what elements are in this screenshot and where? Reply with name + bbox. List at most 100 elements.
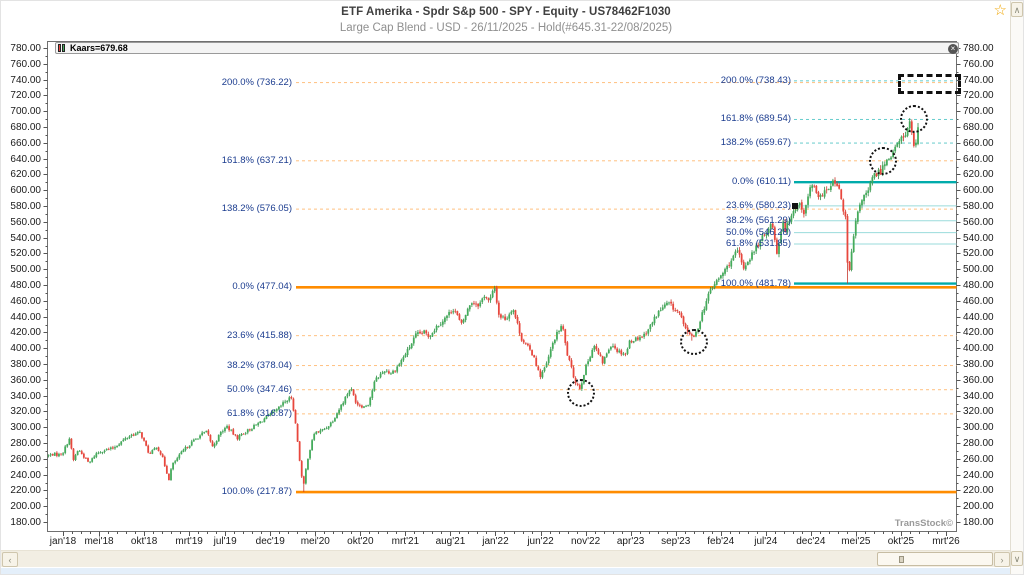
y-axis-label-left: 600.00	[10, 185, 41, 197]
y-axis-label-right: 260.00	[963, 453, 994, 465]
x-axis-label: aug'21	[435, 536, 466, 547]
x-axis-label: apr'23	[616, 536, 645, 547]
x-axis-label: mei'20	[300, 536, 330, 547]
fib-drag-handle[interactable]	[792, 202, 798, 209]
y-axis-label-right: 600.00	[963, 185, 994, 197]
annotation-dashed-rectangle	[898, 74, 961, 95]
y-axis-label-right: 760.00	[963, 58, 994, 70]
y-axis-label-left: 300.00	[10, 422, 41, 434]
fib-level-label: 23.6% (415.88)	[227, 329, 292, 341]
y-axis-label-right: 380.00	[963, 359, 994, 370]
y-axis-label-right: 220.00	[963, 485, 994, 497]
y-axis-label-left: 660.00	[10, 137, 41, 149]
x-axis-label: jun'22	[527, 536, 554, 547]
y-axis-label-left: 320.00	[10, 406, 41, 418]
y-axis-label-left: 620.00	[10, 169, 41, 181]
y-axis-label-right: 460.00	[963, 295, 994, 307]
fib-level-label: 138.2% (659.67)	[720, 137, 791, 149]
x-axis-label: okt'25	[887, 536, 915, 547]
y-axis-label-left: 440.00	[10, 311, 41, 323]
y-axis-label-right: 580.00	[963, 201, 994, 212]
indicator-legend-strip: Kaars=679.68	[55, 42, 959, 54]
y-axis-label-left: 720.00	[10, 90, 41, 102]
y-axis-label-left: 240.00	[10, 469, 41, 481]
fib-level-label: 50.0% (546.28)	[726, 226, 791, 238]
horizontal-scrollbar-thumb[interactable]	[877, 552, 993, 566]
y-axis-label-right: 180.00	[963, 517, 994, 528]
y-axis-label-left: 680.00	[10, 122, 41, 133]
y-axis-label-left: 420.00	[10, 327, 41, 339]
y-axis-label-right: 540.00	[963, 232, 994, 244]
y-axis-label-left: 580.00	[10, 201, 41, 212]
y-axis-label-right: 440.00	[963, 311, 994, 323]
y-axis-label-right: 620.00	[963, 169, 994, 181]
y-axis-label-right: 280.00	[963, 438, 994, 449]
horizontal-scrollbar[interactable]: ‹ ›	[1, 550, 1012, 567]
y-axis-label-right: 640.00	[963, 153, 994, 165]
fib-level-label: 138.2% (576.05)	[221, 203, 292, 215]
y-axis-label-left: 480.00	[10, 280, 41, 291]
fib-level-label: 100.0% (481.78)	[720, 277, 791, 289]
y-axis-label-left: 360.00	[10, 374, 41, 386]
fib-level-label: 0.0% (477.04)	[232, 281, 292, 293]
annotation-circle	[900, 105, 929, 134]
y-axis-label-left: 780.00	[10, 43, 41, 54]
x-axis-label: sep'23	[661, 536, 691, 547]
y-axis-label-right: 340.00	[963, 390, 994, 402]
y-axis-label-left: 260.00	[10, 453, 41, 465]
scroll-left-button[interactable]: ‹	[2, 552, 18, 567]
x-axis-label: mei'25	[841, 536, 871, 547]
y-axis-label-left: 640.00	[10, 153, 41, 165]
y-axis-label-left: 400.00	[10, 343, 41, 355]
close-indicator-icon[interactable]: ×	[948, 44, 958, 54]
y-axis-label-left: 740.00	[10, 74, 41, 86]
y-axis-label-left: 540.00	[10, 232, 41, 244]
y-axis-label-left: 200.00	[10, 501, 41, 513]
y-axis-label-right: 740.00	[963, 74, 994, 86]
y-axis-label-right: 520.00	[963, 248, 994, 260]
y-axis-label-right: 300.00	[963, 422, 994, 434]
y-axis-label-left: 220.00	[10, 485, 41, 497]
y-axis-label-right: 420.00	[963, 327, 994, 339]
y-axis-label-left: 500.00	[10, 264, 41, 276]
y-axis-label-right: 480.00	[963, 280, 994, 291]
y-axis-label-right: 400.00	[963, 343, 994, 355]
vertical-scrollbar[interactable]: ∧ ∨	[1010, 1, 1023, 574]
scroll-down-button[interactable]: ∨	[1011, 551, 1023, 566]
fib-level-label: 50.0% (347.46)	[227, 383, 292, 395]
scrollbar-grip[interactable]	[899, 556, 904, 563]
fib-level-label: 0.0% (610.11)	[732, 176, 791, 188]
x-axis-label: jan'22	[482, 536, 509, 547]
y-axis-label-left: 180.00	[10, 517, 41, 528]
annotation-circle	[868, 146, 897, 175]
y-axis-label-left: 760.00	[10, 58, 41, 70]
y-axis-label-left: 380.00	[10, 359, 41, 370]
y-axis-label-right: 360.00	[963, 374, 994, 386]
fib-level-label: 161.8% (637.21)	[221, 154, 292, 166]
candlestick-icon	[58, 44, 67, 52]
x-axis-label: jul'19	[213, 536, 237, 547]
annotation-circle	[679, 328, 708, 355]
x-axis-label: mrt'19	[175, 536, 203, 547]
x-axis-label: feb'24	[707, 536, 735, 547]
x-axis-label: jan'18	[49, 536, 77, 547]
y-axis-label-right: 560.00	[963, 216, 994, 228]
y-axis-label-right: 780.00	[963, 43, 994, 54]
scroll-up-button[interactable]: ∧	[1011, 2, 1023, 17]
y-axis-label-left: 560.00	[10, 216, 41, 228]
fib-level-label: 38.2% (378.04)	[227, 359, 292, 371]
y-axis-label-right: 320.00	[963, 406, 994, 418]
scroll-right-button[interactable]: ›	[994, 552, 1010, 567]
fib-level-label: 61.8% (316.87)	[227, 407, 292, 419]
x-axis-label: dec'19	[255, 536, 285, 547]
x-axis-label: mei'18	[84, 536, 114, 547]
status-strip	[1, 568, 1012, 574]
y-axis-label-right: 200.00	[963, 501, 994, 513]
y-axis-label-left: 280.00	[10, 438, 41, 449]
transstock-watermark: TransStock©	[894, 518, 953, 529]
y-axis-label-right: 240.00	[963, 469, 994, 481]
x-axis-label: okt'20	[347, 536, 374, 547]
y-axis-label-right: 500.00	[963, 264, 994, 276]
